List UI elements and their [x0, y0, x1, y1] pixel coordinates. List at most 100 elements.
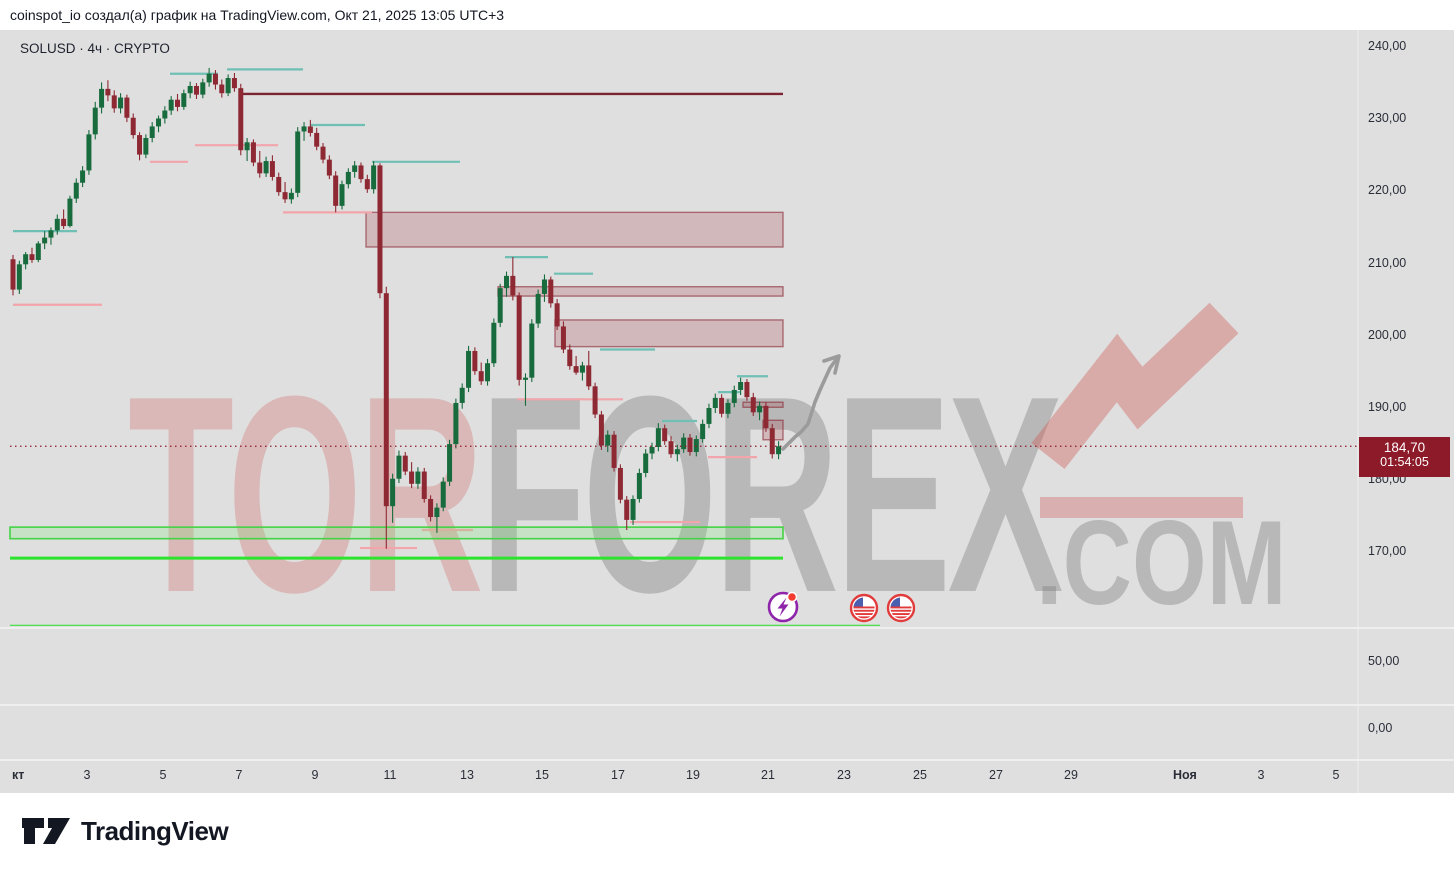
date-label: 19	[686, 768, 700, 782]
date-label: 9	[311, 768, 319, 782]
price-label: 210,00	[1368, 255, 1407, 270]
up-arrow-annotation-head	[822, 354, 841, 375]
candle-up	[181, 93, 187, 107]
price-label: 240,00	[1368, 39, 1407, 53]
date-label: 15	[535, 768, 549, 782]
candle-up	[541, 279, 547, 294]
candle-up	[497, 288, 503, 323]
tradingview-logo-text: TradingView	[81, 815, 229, 846]
candle-up	[99, 88, 105, 108]
current-price-badge: 184,70 01:54:05	[1359, 437, 1450, 477]
candle-down	[175, 99, 181, 107]
pane-scale-label: 50,00	[1368, 654, 1400, 668]
footer-strip	[0, 793, 1454, 869]
date-label: 5	[1332, 768, 1340, 782]
candle-down	[383, 293, 389, 507]
candle-up	[149, 126, 155, 138]
candle-down	[573, 366, 579, 373]
candle-up	[156, 118, 162, 127]
candle-up	[118, 97, 124, 109]
candle-up	[466, 350, 472, 388]
candle-down	[282, 192, 288, 200]
date-label: 13	[460, 768, 474, 782]
candle-down	[326, 159, 332, 176]
candle-down	[105, 88, 111, 96]
candle-up	[371, 165, 377, 190]
price-scale[interactable]: 184,70 01:54:05 240,00 230,00 220,00 210,00…	[1358, 30, 1454, 793]
price-label: 230,00	[1368, 111, 1407, 126]
price-label: 220,00	[1368, 183, 1407, 198]
symbol-label: SOLUSD · 4ч · CRYPTO	[20, 41, 170, 56]
candle-up	[485, 363, 491, 382]
candle-up	[352, 165, 358, 172]
candle-up	[345, 171, 351, 185]
us-flag-event-icon[interactable]	[886, 593, 916, 623]
candle-up	[712, 397, 718, 408]
candle-up	[630, 498, 636, 520]
header-strip	[0, 0, 1454, 30]
candle-up	[23, 254, 29, 265]
candle-down	[377, 165, 383, 294]
candle-up	[731, 389, 737, 403]
supply-zone	[497, 286, 784, 297]
month-label: кт	[12, 768, 25, 782]
candle-up	[54, 218, 60, 231]
candle-down	[769, 428, 775, 455]
candle-down	[548, 279, 554, 304]
candle-down	[421, 471, 427, 499]
candle-down	[10, 259, 16, 290]
candle-down	[744, 382, 750, 398]
candle-down	[567, 349, 573, 367]
candle-down	[314, 132, 320, 147]
date-label: 3	[1257, 768, 1265, 782]
candle-down	[428, 498, 434, 518]
candle-up	[92, 107, 98, 135]
candle-up	[447, 444, 453, 482]
candle-up	[244, 142, 250, 151]
candle-down	[668, 441, 674, 455]
candle-down	[29, 254, 35, 260]
candle-up	[187, 85, 193, 94]
candle-down	[402, 455, 408, 472]
date-label: 11	[383, 768, 397, 782]
candle-up	[206, 73, 212, 83]
us-flag-event-icon[interactable]	[849, 593, 879, 623]
watermark-com: .COM	[1036, 496, 1287, 630]
candle-up	[295, 131, 301, 193]
price-label: 200,00	[1368, 327, 1407, 342]
supply-zone	[554, 319, 784, 348]
candle-down	[763, 405, 769, 429]
candle-down	[592, 386, 598, 415]
candle-up	[605, 434, 611, 446]
candle-down	[560, 326, 566, 350]
candle-down	[719, 397, 725, 414]
lightning-event-icon[interactable]	[767, 591, 799, 623]
candle-up	[535, 293, 541, 324]
candle-up	[434, 507, 440, 518]
price-label: 190,00	[1368, 400, 1407, 414]
candle-down	[238, 88, 244, 151]
watermark-underline-bar	[1040, 497, 1243, 518]
time-scale[interactable]: кт 3 5 7 9 11 13 15 17 19 21 23 25 27 29 Ноя 3 5	[0, 760, 1454, 793]
candle-up	[681, 437, 687, 450]
tradingview-logo-icon	[22, 818, 70, 844]
candle-up	[200, 82, 206, 95]
candle-down	[219, 84, 225, 94]
candle-down	[358, 165, 364, 180]
candle-down	[687, 437, 693, 453]
candle-up	[440, 481, 446, 508]
current-price-value: 184,70	[1383, 440, 1426, 455]
candle-down	[137, 135, 143, 155]
demand-band	[9, 526, 784, 540]
candle-down	[124, 97, 130, 118]
bar-countdown: 01:54:05	[1380, 455, 1429, 469]
candle-down	[478, 371, 484, 382]
date-label: 5	[159, 768, 167, 782]
tradingview-logo[interactable]: TradingView	[20, 814, 229, 848]
up-arrow-annotation	[781, 355, 840, 451]
supply-zone	[365, 211, 784, 248]
candle-up	[86, 134, 92, 171]
candle-down	[276, 176, 282, 193]
